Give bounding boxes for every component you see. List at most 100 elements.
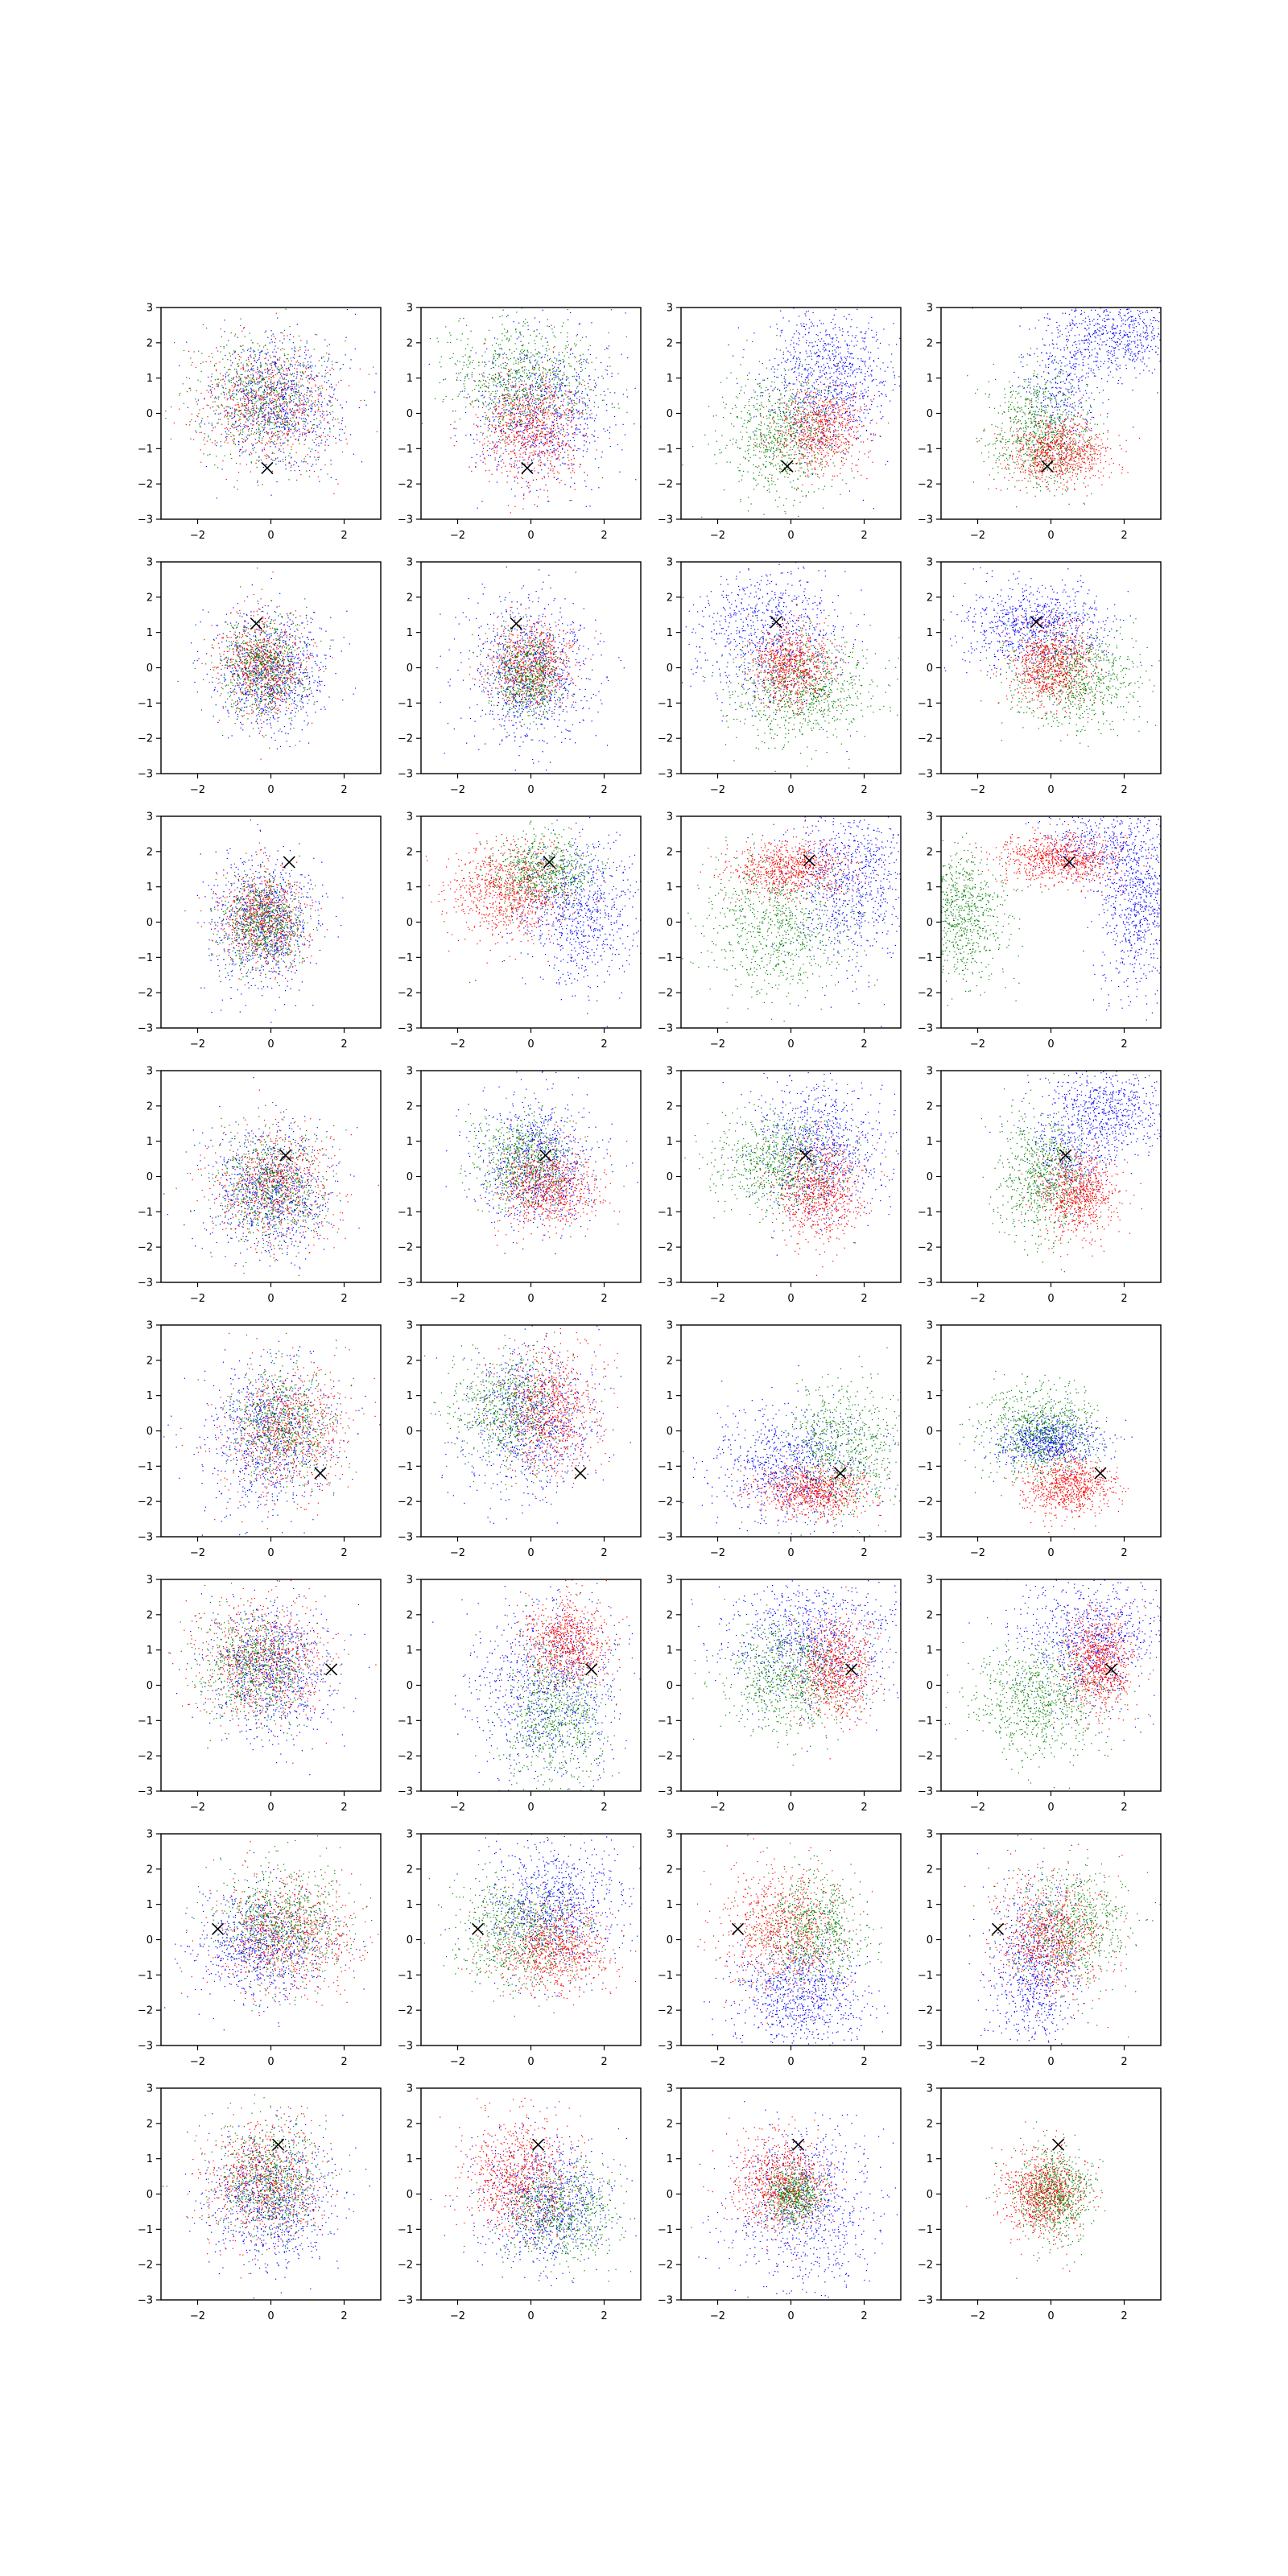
point [529, 492, 530, 493]
point [570, 440, 571, 441]
point [868, 390, 869, 391]
point [248, 369, 249, 370]
point [517, 422, 518, 423]
point [268, 432, 269, 433]
point [329, 431, 330, 432]
point [562, 379, 563, 380]
point [264, 415, 265, 416]
point [570, 447, 571, 448]
point [243, 414, 244, 415]
point [231, 380, 232, 381]
point [527, 397, 528, 398]
point [551, 425, 552, 426]
point [262, 427, 263, 428]
point [522, 508, 523, 509]
point [567, 450, 568, 451]
point [270, 414, 271, 415]
point [587, 448, 588, 449]
x-tick-label: 0 [527, 530, 534, 542]
point [443, 379, 444, 380]
point [254, 395, 255, 396]
point [212, 384, 213, 385]
point [299, 407, 300, 408]
point [527, 394, 528, 395]
point [579, 399, 580, 400]
point [304, 433, 305, 434]
point [478, 401, 479, 402]
point [492, 426, 493, 427]
point [480, 381, 481, 382]
point [510, 442, 511, 443]
point [482, 435, 483, 436]
point [245, 451, 246, 452]
point [581, 362, 582, 363]
point [504, 389, 505, 390]
point [543, 409, 544, 410]
point [264, 358, 265, 359]
point [291, 384, 292, 385]
point [543, 427, 544, 428]
point [530, 428, 531, 429]
point [549, 387, 550, 388]
point [550, 463, 551, 464]
point [237, 402, 238, 403]
point [509, 419, 510, 420]
point [193, 439, 194, 440]
point [582, 391, 583, 392]
point [571, 400, 572, 401]
point [853, 345, 854, 346]
point [562, 326, 563, 327]
point [253, 350, 254, 351]
point [492, 362, 493, 363]
point [233, 382, 234, 383]
point [227, 398, 228, 399]
point [197, 404, 198, 405]
point [825, 335, 826, 336]
point [280, 332, 281, 333]
point [335, 438, 336, 439]
point [563, 359, 564, 360]
point [311, 367, 312, 368]
point [554, 377, 555, 378]
point [506, 339, 507, 340]
point [556, 360, 557, 361]
point [286, 375, 287, 376]
point [485, 470, 486, 471]
point [590, 354, 591, 355]
point [259, 352, 260, 353]
point [299, 398, 300, 399]
point [316, 418, 317, 419]
point [579, 384, 580, 385]
point [252, 414, 253, 415]
point [207, 405, 208, 406]
point [248, 401, 249, 402]
point [311, 394, 312, 395]
point [307, 387, 308, 388]
point [274, 428, 275, 429]
point [276, 411, 277, 412]
point [241, 388, 242, 389]
point [520, 426, 521, 427]
point [503, 428, 504, 429]
point [502, 354, 503, 355]
point [302, 434, 303, 435]
point [507, 437, 508, 438]
point [266, 433, 267, 434]
point [573, 437, 574, 438]
point [561, 480, 562, 481]
point [511, 412, 512, 413]
point [245, 425, 246, 426]
point [536, 373, 537, 374]
point [499, 418, 500, 419]
point [554, 419, 555, 420]
point [262, 408, 263, 409]
point [587, 395, 588, 396]
point [321, 358, 322, 359]
point [580, 340, 581, 341]
point [232, 395, 233, 396]
point [291, 395, 292, 396]
point [273, 407, 274, 408]
point [319, 402, 320, 403]
point [564, 436, 565, 437]
point [555, 438, 556, 439]
